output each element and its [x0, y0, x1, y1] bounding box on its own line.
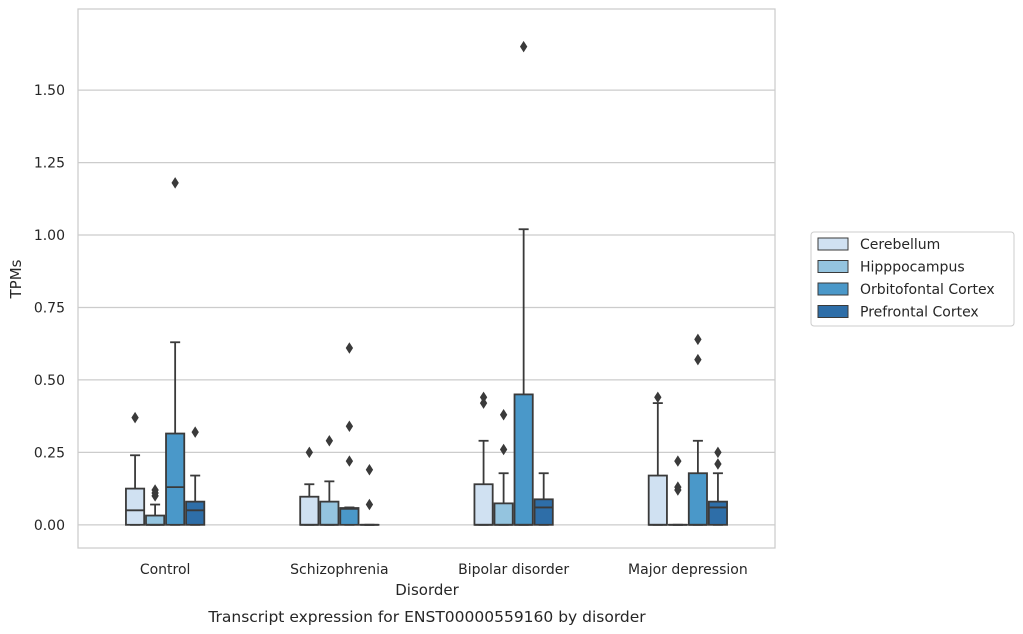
- box-3-3: [707, 446, 728, 526]
- box-body: [533, 498, 554, 526]
- outlier-point: [345, 342, 354, 354]
- box-0-1: [145, 484, 166, 526]
- x-tick-label: Schizophrenia: [290, 562, 388, 578]
- box-2-3: [533, 472, 554, 526]
- outlier-point: [674, 481, 682, 493]
- legend-label: Hipppocampus: [860, 260, 965, 276]
- outlier-point: [654, 391, 662, 404]
- plot-frame: [77, 8, 776, 549]
- y-tick-label: 0.00: [34, 518, 65, 534]
- x-tick-label: Control: [140, 562, 191, 578]
- outlier-point: [479, 397, 488, 409]
- box-1-2: [339, 342, 360, 526]
- box-1-3: [359, 464, 380, 526]
- box-body: [339, 507, 360, 526]
- y-axis-label: TPMs: [7, 259, 25, 299]
- box-0-2: [165, 177, 186, 526]
- outlier-point: [674, 455, 682, 467]
- legend-swatch: [817, 260, 849, 273]
- x-tick-labels: Control Schizophrenia Bipolar disorder Majo…: [140, 562, 748, 578]
- box-body: [513, 393, 534, 526]
- box-body: [165, 432, 186, 526]
- outlier-point: [325, 435, 334, 447]
- box-2-2: [513, 40, 534, 526]
- box-3-2: [687, 333, 708, 526]
- box-body: [319, 500, 340, 526]
- outlier-point: [694, 333, 702, 346]
- outlier-point: [519, 40, 528, 53]
- outlier-point: [305, 446, 313, 459]
- outlier-point: [694, 353, 702, 366]
- x-tick-label: Major depression: [628, 562, 748, 578]
- box-body: [125, 487, 146, 526]
- box-body: [647, 474, 668, 526]
- legend-swatch: [817, 305, 849, 318]
- legend-swatch: [817, 237, 849, 251]
- legend-swatch: [817, 282, 849, 296]
- box-body: [185, 500, 206, 526]
- box-groups: [125, 40, 728, 526]
- outlier-point: [345, 420, 354, 433]
- box-0-3: [185, 426, 206, 526]
- box-body: [687, 472, 708, 526]
- outlier-point: [151, 484, 159, 496]
- x-axis-label: Disorder: [395, 581, 459, 599]
- chart-caption: Transcript expression for ENST0000055916…: [207, 608, 646, 626]
- outlier-point: [365, 464, 374, 476]
- outlier-point: [714, 446, 722, 459]
- y-tick-labels: 0.00 0.25 0.50 0.75 1.00 1.25 1.50: [34, 83, 65, 534]
- box-body: [493, 502, 514, 526]
- y-tick-label: 0.25: [34, 445, 65, 461]
- outlier-point: [499, 408, 508, 421]
- outlier-point: [191, 426, 199, 438]
- box-body: [473, 483, 494, 526]
- outlier-point: [714, 458, 722, 470]
- y-tick-label: 1.00: [34, 228, 65, 244]
- outlier-point: [131, 411, 139, 424]
- outlier-point: [479, 391, 488, 404]
- box-3-0: [647, 391, 668, 526]
- box-2-1: [493, 408, 514, 526]
- legend-label: Orbitofontal Cortex: [860, 282, 995, 298]
- box-2-0: [473, 391, 494, 526]
- box-0-0: [125, 411, 146, 526]
- legend-label: Cerebellum: [860, 237, 940, 253]
- plot-background: [78, 9, 775, 548]
- y-tick-label: 1.50: [34, 83, 65, 99]
- legend-label: Prefrontal Cortex: [860, 305, 979, 321]
- box-body: [145, 514, 166, 526]
- legend-frame: [810, 231, 1015, 327]
- box-1-0: [299, 446, 320, 526]
- y-tick-label: 0.75: [34, 300, 65, 316]
- outlier-point: [365, 498, 374, 511]
- box-3-1: [667, 455, 688, 526]
- legend: Cerebellum Hipppocampus Orbitofontal Corte…: [810, 231, 1015, 327]
- x-tick-label: Bipolar disorder: [458, 562, 569, 578]
- outlier-point: [171, 177, 179, 189]
- y-tick-label: 1.25: [34, 156, 65, 172]
- outlier-point: [345, 455, 354, 467]
- outlier-point: [499, 443, 508, 456]
- box-body: [299, 495, 320, 526]
- box-body: [707, 500, 728, 526]
- y-tick-label: 0.50: [34, 373, 65, 389]
- box-1-1: [319, 435, 340, 526]
